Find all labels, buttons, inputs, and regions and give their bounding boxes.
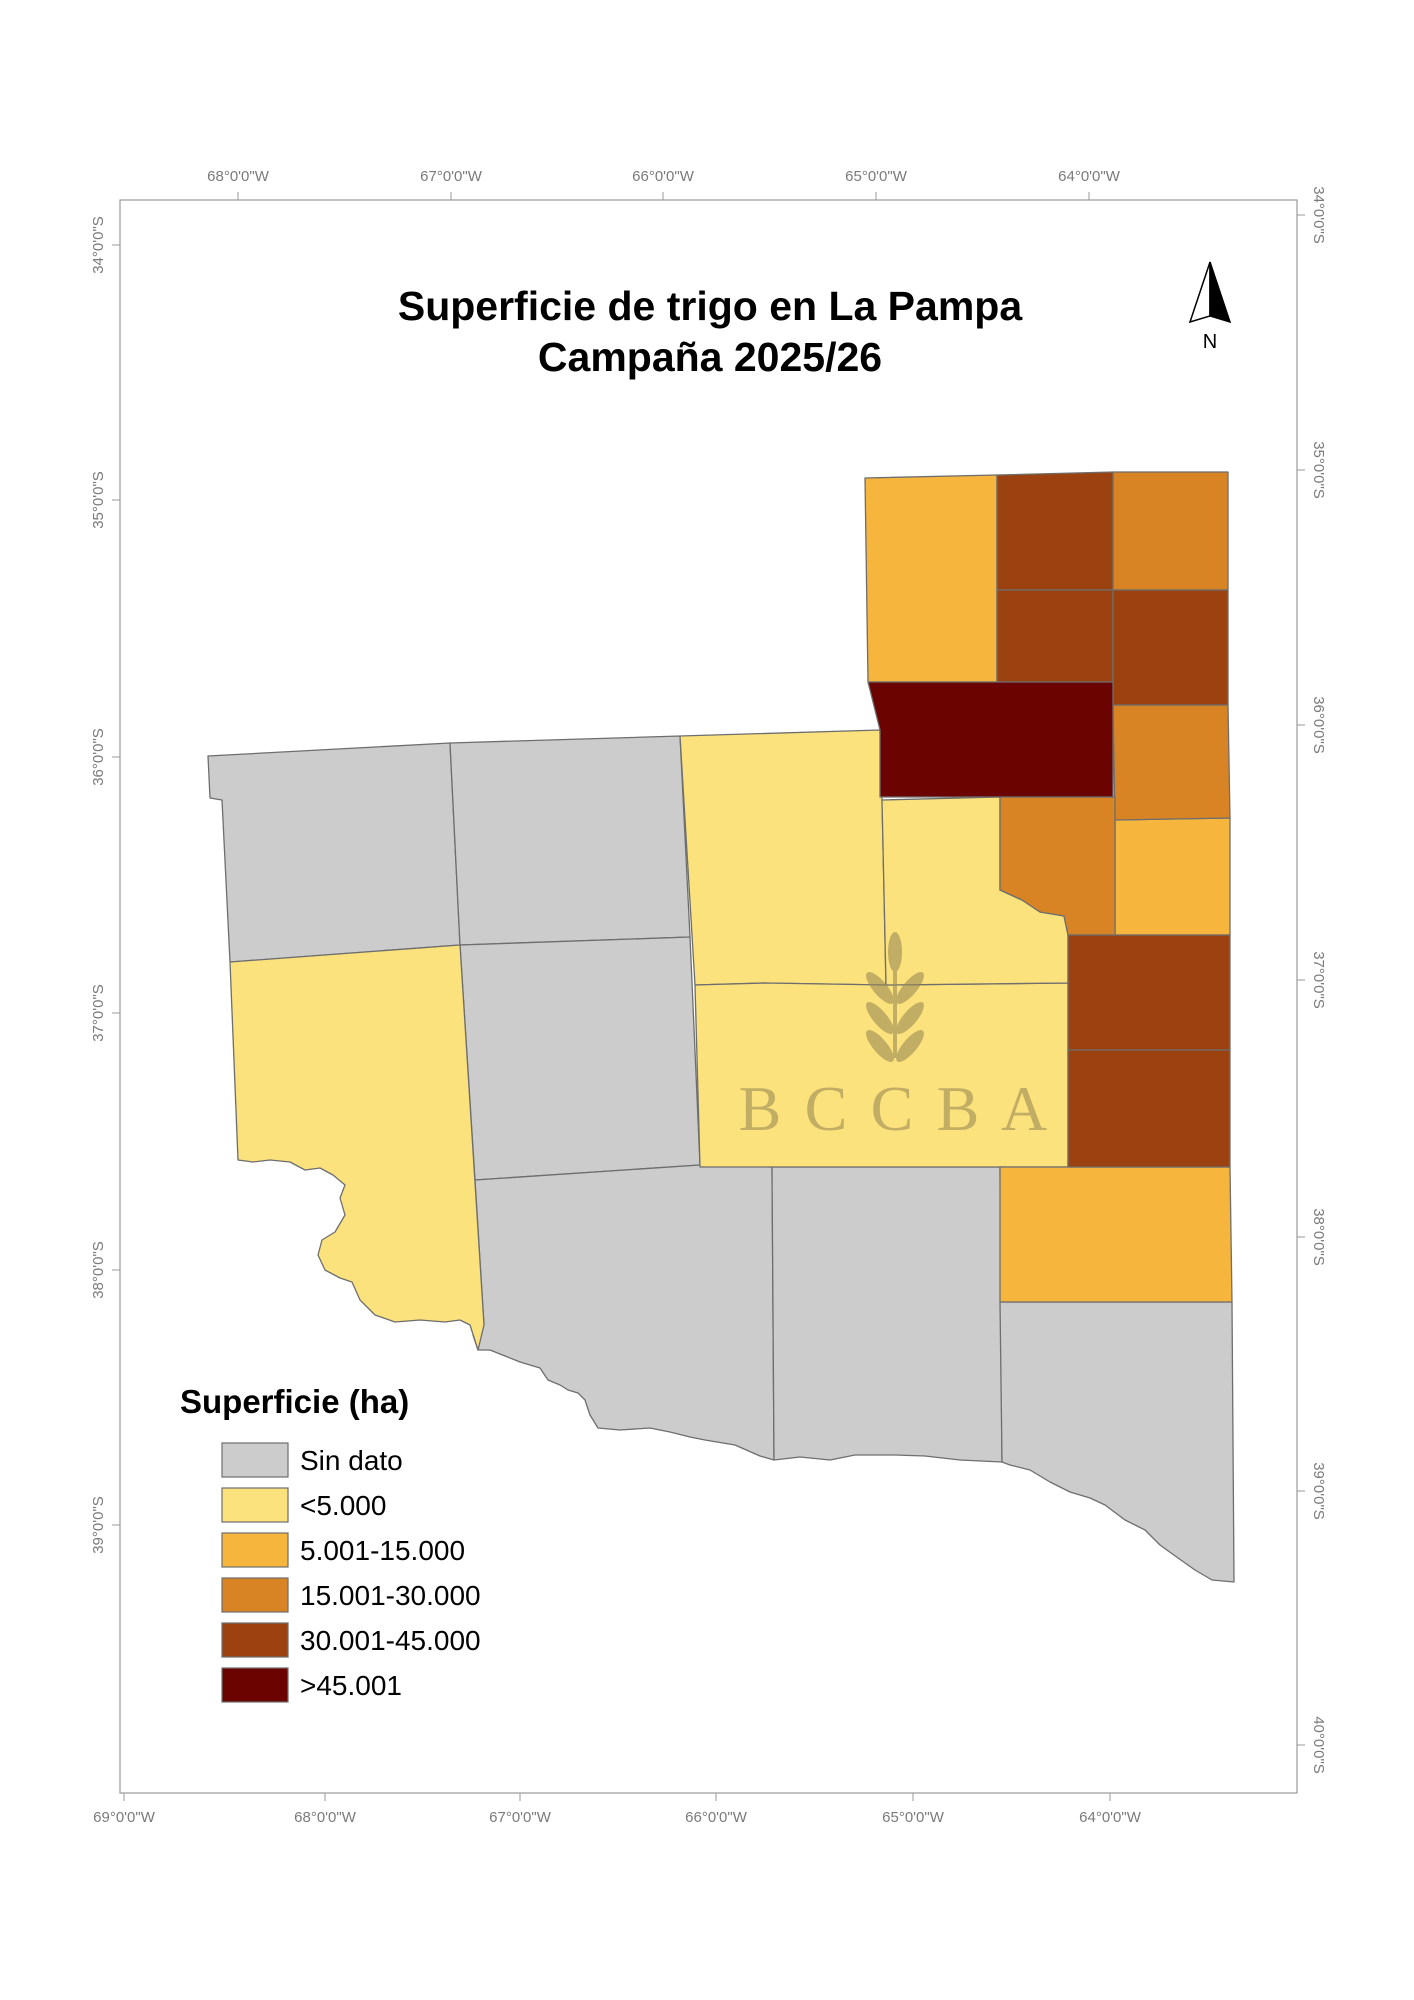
watermark-letter: A <box>1001 1073 1047 1144</box>
department-north-1 <box>864 474 998 683</box>
map-title-line1: Superficie de trigo en La Pampa <box>398 283 1023 329</box>
legend-swatch <box>221 1532 289 1568</box>
graticule-label-right: 38°0'0"S <box>1310 1208 1327 1266</box>
department-northeast-2 <box>1112 589 1229 706</box>
legend-item: >45.001 <box>221 1667 402 1703</box>
graticule-left-labels: 34°0'0"S 35°0'0"S 36°0'0"S 37°0'0"S 38°0… <box>90 216 107 1554</box>
graticule-label-bottom: 68°0'0"W <box>294 1809 357 1826</box>
department-east-5 <box>1067 1049 1231 1168</box>
legend: Superficie (ha) Sin dato <5.000 5.001-15… <box>180 1383 481 1703</box>
department-north-3 <box>996 589 1114 683</box>
graticule-right-labels: 34°0'0"S 35°0'0"S 36°0'0"S 37°0'0"S 38°0… <box>1310 186 1327 1774</box>
department-east-southeast <box>999 1166 1233 1303</box>
department-northwest-1 <box>207 742 461 963</box>
graticule-label-right: 40°0'0"S <box>1310 1716 1327 1774</box>
graticule-label-left: 39°0'0"S <box>90 1496 107 1554</box>
graticule-label-bottom: 66°0'0"W <box>685 1809 748 1826</box>
graticule-label-left: 37°0'0"S <box>90 984 107 1042</box>
legend-label: Sin dato <box>300 1445 403 1476</box>
graticule-label-bottom: 64°0'0"W <box>1079 1809 1142 1826</box>
map-frame <box>119 199 1298 1794</box>
graticule-label-top: 68°0'0"W <box>207 168 270 185</box>
north-arrow-icon: N <box>1188 261 1232 353</box>
department-northeast-1 <box>1112 471 1229 591</box>
graticule-label-right: 34°0'0"S <box>1310 186 1327 244</box>
legend-swatch <box>221 1442 289 1478</box>
watermark-letter: C <box>871 1073 914 1144</box>
graticule-bottom-labels: 69°0'0"W 68°0'0"W 67°0'0"W 66°0'0"W 65°0… <box>93 1809 1142 1826</box>
graticule-label-left: 38°0'0"S <box>90 1241 107 1299</box>
watermark-letter: B <box>937 1073 980 1144</box>
legend-label: 15.001-30.000 <box>300 1580 481 1611</box>
graticule-label-top: 65°0'0"W <box>845 168 908 185</box>
department-east-1 <box>1114 817 1231 936</box>
graticule-ticks <box>112 192 1305 1801</box>
department-south-2 <box>771 1166 1003 1463</box>
legend-swatch <box>221 1577 289 1613</box>
legend-swatch <box>221 1487 289 1523</box>
legend-label: <5.000 <box>300 1490 386 1521</box>
graticule-label-top: 66°0'0"W <box>632 168 695 185</box>
legend-label: 5.001-15.000 <box>300 1535 465 1566</box>
graticule-label-left: 35°0'0"S <box>90 471 107 529</box>
wheat-icon <box>866 932 924 1062</box>
graticule-label-top: 64°0'0"W <box>1058 168 1121 185</box>
graticule-label-right: 35°0'0"S <box>1310 441 1327 499</box>
graticule-label-left: 36°0'0"S <box>90 728 107 786</box>
department-southwest <box>229 944 485 1351</box>
bccba-watermark: B C C B A <box>739 932 1047 1144</box>
graticule-label-top: 67°0'0"W <box>420 168 483 185</box>
department-north-central <box>867 681 1114 798</box>
graticule-label-left: 34°0'0"S <box>90 216 107 274</box>
watermark-letter: C <box>805 1073 848 1144</box>
departments <box>207 471 1235 1583</box>
department-central-north <box>679 729 887 986</box>
graticule-top-labels: 68°0'0"W 67°0'0"W 66°0'0"W 65°0'0"W 64°0… <box>207 168 1121 185</box>
department-north-2 <box>996 471 1114 591</box>
north-arrow-label: N <box>1203 331 1217 353</box>
department-northwest-2 <box>449 735 691 946</box>
department-west-central <box>459 936 701 1181</box>
map-title-line2: Campaña 2025/26 <box>538 334 882 380</box>
legend-label: 30.001-45.000 <box>300 1625 481 1656</box>
department-southeast <box>999 1301 1235 1583</box>
watermark-letter: B <box>739 1073 782 1144</box>
legend-item: 5.001-15.000 <box>221 1532 465 1568</box>
legend-item: Sin dato <box>221 1442 403 1478</box>
legend-item: 30.001-45.000 <box>221 1622 481 1658</box>
legend-item: <5.000 <box>221 1487 386 1523</box>
graticule-label-bottom: 67°0'0"W <box>489 1809 552 1826</box>
graticule-label-right: 36°0'0"S <box>1310 696 1327 754</box>
department-east-3 <box>999 796 1116 936</box>
graticule-label-right: 39°0'0"S <box>1310 1462 1327 1520</box>
department-east-2 <box>1112 704 1231 821</box>
legend-swatch <box>221 1622 289 1658</box>
department-east-4 <box>1067 934 1231 1051</box>
graticule-label-right: 37°0'0"S <box>1310 951 1327 1009</box>
legend-label: >45.001 <box>300 1670 402 1701</box>
department-south-1 <box>472 1164 775 1461</box>
legend-item: 15.001-30.000 <box>221 1577 481 1613</box>
graticule-label-bottom: 65°0'0"W <box>882 1809 945 1826</box>
legend-swatch <box>221 1667 289 1703</box>
legend-title: Superficie (ha) <box>180 1383 409 1420</box>
graticule-label-bottom: 69°0'0"W <box>93 1809 156 1826</box>
